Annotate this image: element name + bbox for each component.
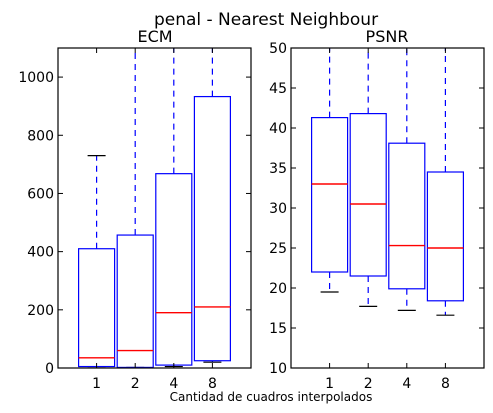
psnr-xtick-label: 2 [364, 376, 373, 392]
psnr-axes-frame [290, 47, 485, 369]
figure-xlabel: Cantidad de cuadros interpolados [170, 390, 373, 404]
psnr-ytick-label: 45 [269, 81, 287, 97]
ecm-ytick-label: 600 [27, 186, 54, 202]
psnr-title: PSNR [366, 27, 409, 46]
ecm-ytick-label: 1000 [18, 70, 54, 86]
ecm-panel: ECM 0 200 400 600 800 1000 1 2 4 8 [18, 27, 252, 392]
psnr-ytick-label: 40 [269, 121, 287, 137]
ecm-xtick-label: 8 [208, 376, 217, 392]
psnr-xtick-label: 1 [325, 376, 334, 392]
psnr-ytick-label: 15 [269, 321, 287, 337]
ecm-ytick-label: 400 [27, 245, 54, 261]
ecm-ytick-label: 800 [27, 128, 54, 144]
psnr-ytick-label: 50 [269, 41, 287, 57]
ecm-ytick-label: 200 [27, 303, 54, 319]
figure-suptitle: penal - Nearest Neighbour [154, 10, 378, 30]
ecm-box [193, 95, 231, 362]
ecm-ytick-label: 0 [45, 361, 54, 377]
ecm-xtick-label: 1 [92, 376, 101, 392]
ecm-xtick-label: 4 [169, 376, 178, 392]
psnr-ytick-label: 10 [269, 361, 287, 377]
psnr-xtick-label: 4 [402, 376, 411, 392]
psnr-ytick-label: 30 [269, 201, 287, 217]
psnr-box [311, 116, 349, 273]
psnr-ytick-label: 20 [269, 281, 287, 297]
ecm-xtick-label: 2 [131, 376, 140, 392]
psnr-box [426, 171, 464, 302]
ecm-title: ECM [137, 27, 172, 46]
psnr-panel: PSNR 10 15 20 25 30 35 40 45 50 1 2 4 8 [269, 27, 485, 392]
psnr-box [388, 142, 426, 290]
psnr-xtick-label: 8 [441, 376, 450, 392]
ecm-axes-frame [57, 47, 252, 369]
psnr-box [349, 112, 387, 277]
psnr-ytick-label: 35 [269, 161, 287, 177]
psnr-ytick-label: 25 [269, 241, 287, 257]
